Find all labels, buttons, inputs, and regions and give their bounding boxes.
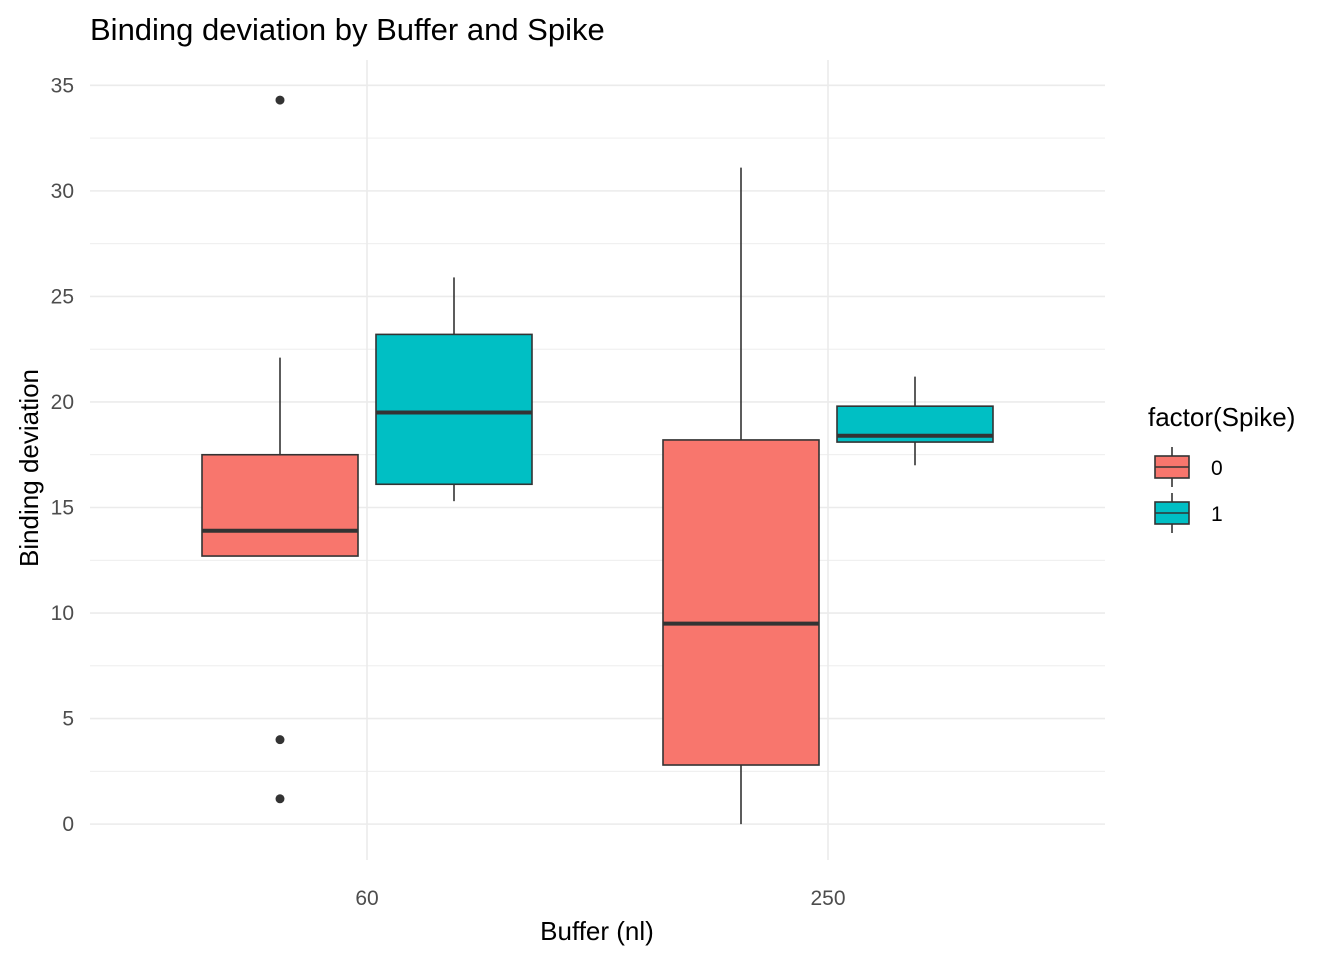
box-layer <box>201 95 994 825</box>
y-tick-label: 15 <box>51 496 74 519</box>
box-series-1-250 <box>836 376 994 466</box>
y-tick-label: 35 <box>51 74 74 97</box>
y-tick-label: 25 <box>51 285 74 308</box>
y-axis-title: Binding deviation <box>14 369 44 567</box>
x-tick-label: 60 <box>355 887 378 910</box>
legend: factor(Spike) 0 1 <box>1148 402 1295 533</box>
legend-label: 1 <box>1211 503 1223 526</box>
box-iqr <box>375 333 533 486</box>
box-series-1-60 <box>375 277 533 502</box>
tick-labels: 0 5 10 15 20 25 30 35 60 250 <box>51 74 846 910</box>
x-tick-label: 250 <box>810 887 845 910</box>
y-tick-label: 0 <box>62 813 74 836</box>
box-series-0-60 <box>201 95 359 804</box>
legend-item-0: 0 <box>1154 447 1223 487</box>
legend-label: 0 <box>1211 457 1223 480</box>
chart-title: Binding deviation by Buffer and Spike <box>90 12 605 47</box>
y-tick-label: 20 <box>51 391 74 414</box>
outlier-point <box>275 794 285 804</box>
y-tick-label: 30 <box>51 180 74 203</box>
y-tick-label: 5 <box>62 708 74 731</box>
legend-title: factor(Spike) <box>1148 402 1295 432</box>
outlier-point <box>275 95 285 105</box>
legend-item-1: 1 <box>1154 493 1223 533</box>
box-iqr <box>662 439 820 766</box>
x-axis-title: Buffer (nl) <box>540 916 654 946</box>
box-series-0-250 <box>662 167 820 825</box>
outlier-point <box>275 735 285 745</box>
box-iqr <box>201 453 359 557</box>
y-tick-label: 10 <box>51 602 74 625</box>
